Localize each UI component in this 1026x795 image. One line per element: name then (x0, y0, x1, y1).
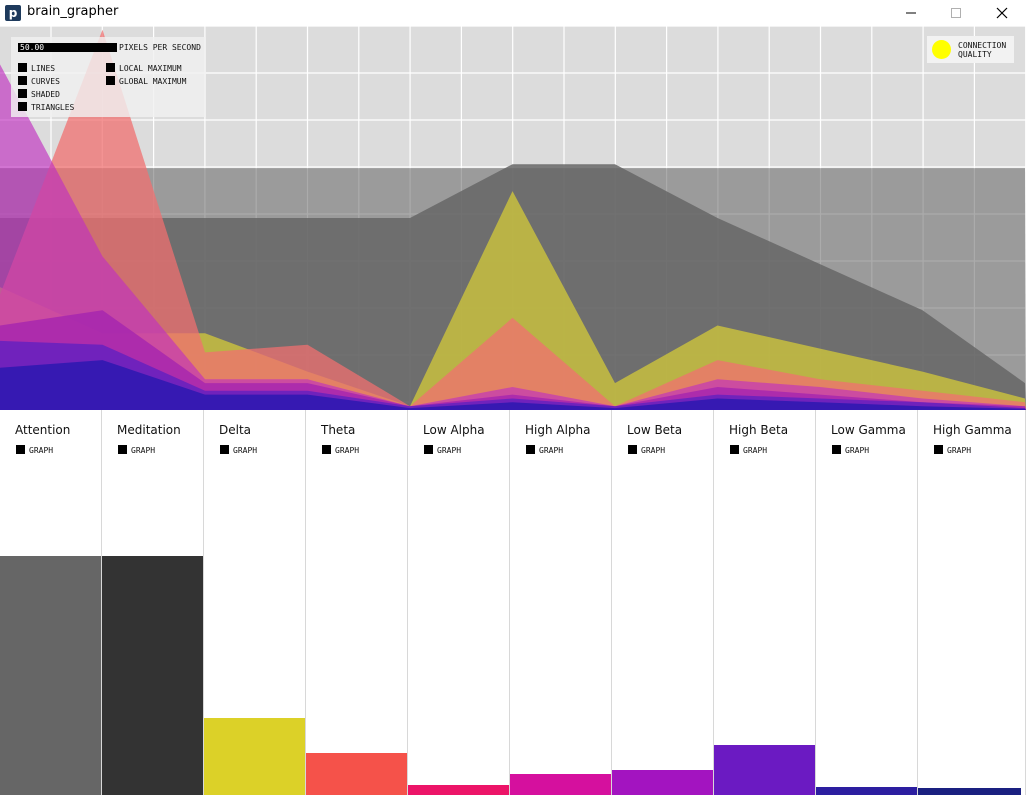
checkbox-box (18, 63, 27, 72)
channel-name: Low Beta (627, 423, 683, 437)
lines-checkbox[interactable]: LINES (18, 63, 55, 74)
checkbox-box (106, 76, 115, 85)
connection-quality-indicator (932, 40, 951, 59)
checkbox-box (934, 445, 943, 454)
channel-theta: Theta GRAPH (306, 410, 408, 795)
checkbox-box (322, 445, 331, 454)
minimize-icon (906, 12, 916, 14)
checkbox-box (424, 445, 433, 454)
graph-checkbox-low-gamma[interactable]: GRAPH (832, 445, 869, 456)
checkbox-box (18, 76, 27, 85)
connection-quality-panel: CONNECTION QUALITY (927, 36, 1014, 63)
maximize-icon (951, 8, 961, 18)
pixels-per-second-label: PIXELS PER SECOND (119, 43, 201, 52)
channel-high-alpha: High Alpha GRAPH (510, 410, 612, 795)
series-area-high-gamma (0, 360, 1026, 410)
graph-checkbox-high-alpha[interactable]: GRAPH (526, 445, 563, 456)
channel-attention: Attention GRAPH (0, 410, 102, 795)
local-maximum-checkbox[interactable]: LOCAL MAXIMUM (106, 63, 182, 74)
checkbox-box (526, 445, 535, 454)
channel-high-gamma: High Gamma GRAPH (918, 410, 1026, 795)
channel-low-gamma: Low Gamma GRAPH (816, 410, 918, 795)
maximize-button[interactable] (933, 0, 979, 26)
level-bar-high-beta (714, 745, 815, 795)
checkbox-box (118, 445, 127, 454)
minimize-button[interactable] (888, 0, 934, 26)
graph-checkbox-low-alpha[interactable]: GRAPH (424, 445, 461, 456)
checkbox-box (18, 89, 27, 98)
level-bar-high-gamma (918, 788, 1021, 795)
channel-name: Attention (15, 423, 71, 437)
series-area-high-beta (0, 340, 1026, 410)
title-bar: p brain_grapher (0, 0, 1026, 26)
triangles-checkbox[interactable]: TRIANGLES (18, 102, 74, 113)
channel-meditation: Meditation GRAPH (102, 410, 204, 795)
channel-name: High Gamma (933, 423, 1012, 437)
channel-name: Meditation (117, 423, 181, 437)
checkbox-box (106, 63, 115, 72)
processing-logo-icon: p (5, 5, 21, 21)
shaded-checkbox[interactable]: SHADED (18, 89, 60, 100)
graph-checkbox-delta[interactable]: GRAPH (220, 445, 257, 456)
close-button[interactable] (979, 0, 1025, 26)
level-bar-low-gamma (816, 787, 917, 795)
level-bar-meditation (102, 556, 203, 795)
channel-delta: Delta GRAPH (204, 410, 306, 795)
checkbox-box (18, 102, 27, 111)
level-bar-delta (204, 718, 305, 795)
channel-name: Delta (219, 423, 252, 437)
graph-checkbox-theta[interactable]: GRAPH (322, 445, 359, 456)
channel-low-alpha: Low Alpha GRAPH (408, 410, 510, 795)
close-icon (996, 7, 1008, 19)
window-title: brain_grapher (27, 4, 119, 19)
level-bar-high-alpha (510, 774, 611, 795)
series-area-high-alpha (0, 310, 1026, 410)
channel-name: Theta (321, 423, 356, 437)
level-bar-low-alpha (408, 785, 509, 795)
global-maximum-checkbox[interactable]: GLOBAL MAXIMUM (106, 76, 186, 87)
curves-checkbox[interactable]: CURVES (18, 76, 60, 87)
channel-high-beta: High Beta GRAPH (714, 410, 816, 795)
graph-controls-panel: 50.00 PIXELS PER SECOND LINES CURVES SHA… (11, 37, 206, 117)
channel-low-beta: Low Beta GRAPH (612, 410, 714, 795)
channel-name: High Alpha (525, 423, 591, 437)
channel-panels: Attention GRAPH Meditation GRAPH Delta GRAPH T… (0, 410, 1026, 795)
graph-checkbox-meditation[interactable]: GRAPH (118, 445, 155, 456)
checkbox-box (730, 445, 739, 454)
checkbox-box (832, 445, 841, 454)
channel-name: Low Alpha (423, 423, 485, 437)
level-bar-attention (0, 556, 101, 795)
checkbox-box (628, 445, 637, 454)
pixels-per-second-input[interactable]: 50.00 (18, 43, 117, 52)
graph-checkbox-low-beta[interactable]: GRAPH (628, 445, 665, 456)
checkbox-box (220, 445, 229, 454)
graph-checkbox-high-gamma[interactable]: GRAPH (934, 445, 971, 456)
level-bar-theta (306, 753, 407, 795)
connection-quality-label: CONNECTION QUALITY (958, 41, 1007, 59)
checkbox-box (16, 445, 25, 454)
graph-checkbox-high-beta[interactable]: GRAPH (730, 445, 767, 456)
graph-checkbox-attention[interactable]: GRAPH (16, 445, 53, 456)
channel-name: Low Gamma (831, 423, 906, 437)
level-bar-low-beta (612, 770, 713, 795)
channel-name: High Beta (729, 423, 789, 437)
